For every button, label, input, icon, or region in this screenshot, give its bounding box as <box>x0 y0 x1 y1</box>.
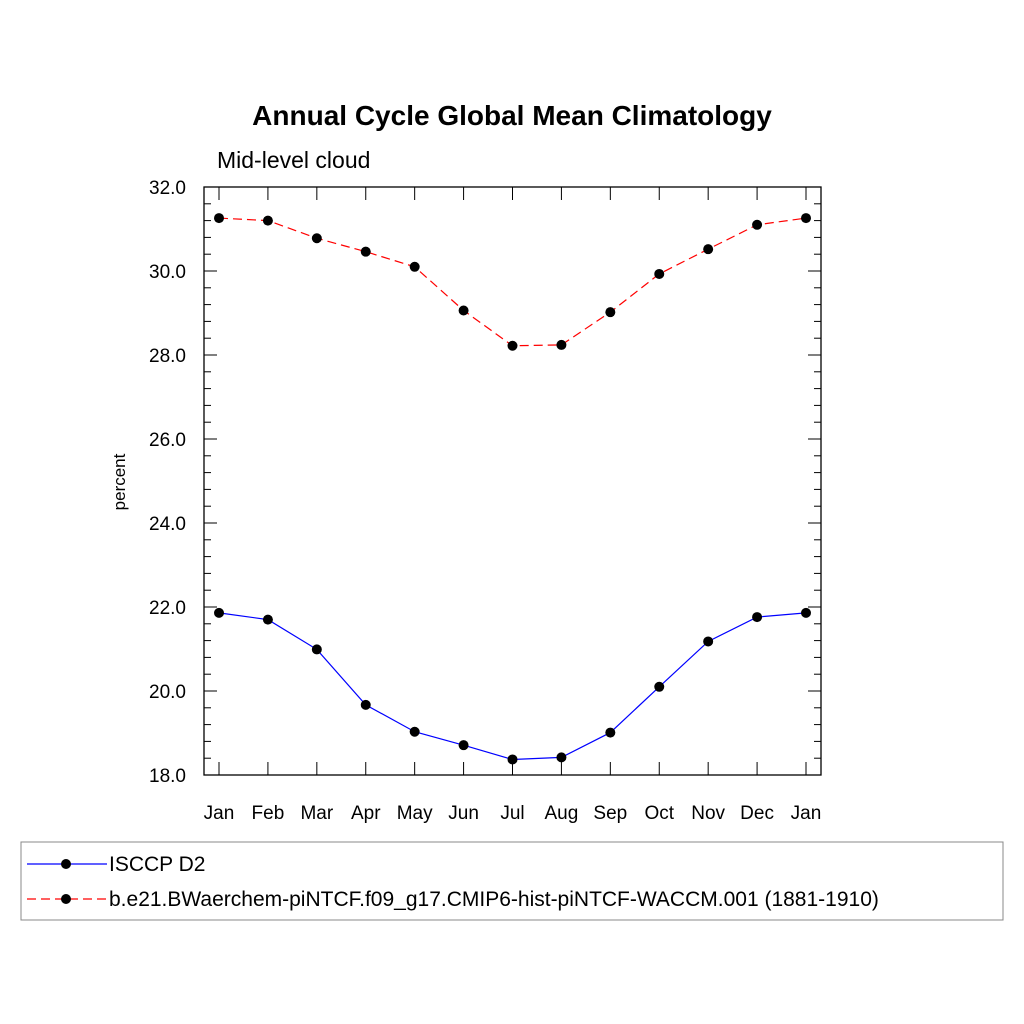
data-point <box>556 339 567 350</box>
x-tick-label: Jun <box>448 803 479 824</box>
data-point <box>311 233 322 244</box>
legend-label: ISCCP D2 <box>109 853 205 876</box>
series-1 <box>214 607 811 765</box>
chart-title: Annual Cycle Global Mean Climatology <box>252 100 772 131</box>
y-tick-label: 30.0 <box>149 262 186 283</box>
data-point <box>703 244 714 255</box>
y-tick-label: 26.0 <box>149 430 186 451</box>
series-2 <box>214 213 811 351</box>
x-tick-label: Mar <box>300 803 333 824</box>
data-point <box>605 307 616 318</box>
y-tick-label: 20.0 <box>149 682 186 703</box>
data-point <box>752 219 763 230</box>
data-point <box>360 246 371 257</box>
data-point <box>654 268 665 279</box>
data-point <box>458 305 469 316</box>
data-point <box>605 727 616 738</box>
legend-marker <box>61 859 71 869</box>
data-point <box>214 213 224 224</box>
x-tick-label: Nov <box>691 803 725 824</box>
y-tick-label: 32.0 <box>149 178 186 199</box>
x-tick-label: Jul <box>500 803 524 824</box>
x-tick-label: Jan <box>791 803 822 824</box>
x-tick-label: Sep <box>593 803 627 824</box>
data-point <box>752 612 763 623</box>
x-tick-label: Feb <box>252 803 285 824</box>
x-tick-label: Apr <box>351 803 381 824</box>
data-point <box>458 740 469 751</box>
data-point <box>556 752 567 763</box>
plot-frame <box>203 186 822 776</box>
data-point <box>311 644 322 655</box>
legend-marker <box>61 894 71 904</box>
data-point <box>214 607 224 618</box>
data-point <box>703 636 714 647</box>
data-point <box>409 261 420 272</box>
data-point <box>360 699 371 710</box>
legend: ISCCP D2 b.e21.BWaerchem-piNTCF.f09_g17.C… <box>20 841 1004 921</box>
x-tick-label: Oct <box>644 803 674 824</box>
data-point <box>262 215 273 226</box>
data-point <box>507 340 518 351</box>
data-point <box>507 754 518 765</box>
data-point <box>654 681 665 692</box>
x-tick-label: Aug <box>545 803 579 824</box>
series-line <box>218 612 807 761</box>
y-tick-label: 22.0 <box>149 598 186 619</box>
data-point <box>409 726 420 737</box>
series-line <box>218 217 807 347</box>
data-point <box>262 614 273 625</box>
legend-box <box>20 841 1004 921</box>
data-point <box>801 213 811 224</box>
y-axis-label: percent <box>110 453 129 510</box>
x-tick-label: Dec <box>740 803 774 824</box>
x-tick-label: Jan <box>204 803 235 824</box>
y-tick-label: 28.0 <box>149 346 186 367</box>
y-tick-label: 24.0 <box>149 514 186 535</box>
y-tick-label: 18.0 <box>149 766 186 787</box>
chart-subtitle: Mid-level cloud <box>217 147 370 173</box>
series-layer <box>214 213 811 765</box>
plot-axes: 18.0 20.0 22.0 24.0 26.0 28.0 30.0 32.0 Jan Feb Ma… <box>149 178 822 824</box>
data-point <box>801 607 811 618</box>
x-tick-label: May <box>397 803 433 824</box>
legend-label: b.e21.BWaerchem-piNTCF.f09_g17.CMIP6-his… <box>109 888 879 911</box>
